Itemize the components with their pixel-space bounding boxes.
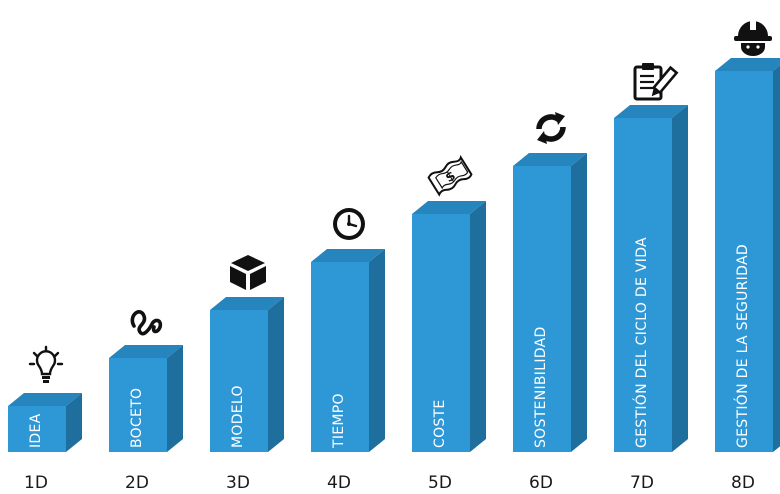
bar-top-face: [8, 393, 82, 406]
bar-5d: COSTE: [412, 201, 486, 452]
hard-hat-icon: [734, 19, 772, 56]
bar-front-face: [109, 358, 167, 452]
bar-top-face: [210, 297, 284, 310]
bar-label: IDEA: [28, 413, 44, 448]
bar-side-face: [167, 345, 183, 452]
bar-7d: GESTIÓN DEL CICLO DE VIDA: [614, 105, 688, 452]
dimension-labels-group: 1D 2D 3D 4D 5D 6D 7D 8D: [24, 473, 755, 493]
bar-label: GESTIÓN DEL CICLO DE VIDA: [632, 237, 650, 448]
bar-side-face: [268, 297, 284, 452]
dimension-label: 6D: [529, 473, 553, 493]
cube-icon: [230, 255, 266, 290]
squiggle-sketch-icon: [130, 310, 163, 336]
clock-icon: [333, 208, 365, 240]
bar-front-face: [8, 406, 66, 452]
bar-front-face: [210, 310, 268, 452]
bar-3d: MODELO: [210, 297, 284, 452]
dimension-label: 4D: [327, 473, 351, 493]
bar-8d: GESTIÓN DE LA SEGURIDAD: [715, 58, 780, 452]
bar-front-face: [311, 262, 369, 452]
money-bill-icon: $: [427, 154, 473, 197]
bar-label: MODELO: [230, 385, 246, 448]
bar-1d: IDEA: [8, 393, 82, 452]
bar-side-face: [672, 105, 688, 452]
bar-label: SOSTENIBILIDAD: [533, 326, 549, 448]
dimension-label: 1D: [24, 473, 48, 493]
bar-4d: TIEMPO: [311, 249, 385, 452]
dimension-label: 2D: [125, 473, 149, 493]
bar-front-face: [412, 214, 470, 452]
bar-side-face: [66, 393, 82, 452]
bar-front-face: [614, 118, 672, 452]
bar-top-face: [715, 58, 780, 71]
bar-top-face: [311, 249, 385, 262]
bar-top-face: [109, 345, 183, 358]
clipboard-pencil-icon: [633, 63, 679, 101]
bar-side-face: [773, 65, 780, 452]
bar-top-face: [614, 105, 688, 118]
icons-group: $: [28, 19, 772, 383]
bar-side-face: [470, 201, 486, 452]
bar-side-face: [369, 249, 385, 452]
bar-label: COSTE: [432, 399, 448, 448]
dimension-label: 5D: [428, 473, 452, 493]
lightbulb-icon: [28, 345, 64, 383]
dimension-label: 3D: [226, 473, 250, 493]
dimension-label: 8D: [731, 473, 755, 493]
bar-label: TIEMPO: [331, 393, 347, 449]
bar-2d: BOCETO: [109, 345, 183, 452]
dimension-label: 7D: [630, 473, 654, 493]
bar-front-face: [715, 71, 773, 452]
bar-top-face: [513, 153, 587, 166]
bar-side-face: [571, 153, 587, 452]
bar-label: GESTIÓN DE LA SEGURIDAD: [733, 244, 751, 448]
bar-label: BOCETO: [129, 388, 145, 448]
bars-group: IDEA BOCETO MODELO TIEMPO COSTE SOSTENIBILIDA…: [8, 58, 780, 452]
bar-top-face: [412, 201, 486, 214]
recycle-arrows-icon: [536, 112, 566, 144]
bar-front-face: [513, 166, 571, 452]
bar-6d: SOSTENIBILIDAD: [513, 153, 587, 452]
